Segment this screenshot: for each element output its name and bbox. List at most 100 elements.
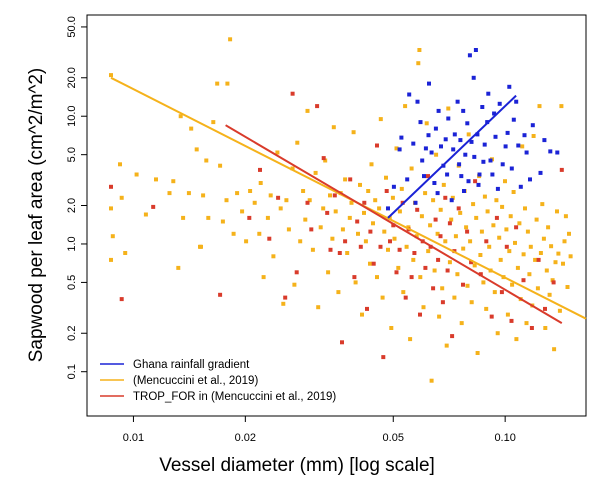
- data-point-mencuccini-et-al-2019: [449, 217, 454, 222]
- data-point-mencuccini-et-al-2019: [553, 260, 558, 265]
- data-point-trop-for-in-mencuccini-et-al-2019: [343, 239, 348, 244]
- data-point-ghana-rainfall-gradient: [436, 108, 441, 113]
- y-tick-label: 0.1: [66, 364, 78, 379]
- data-point-mencuccini-et-al-2019: [546, 225, 551, 230]
- data-point-mencuccini-et-al-2019: [428, 223, 433, 228]
- data-point-ghana-rainfall-gradient: [451, 147, 456, 152]
- data-point-mencuccini-et-al-2019: [298, 239, 303, 244]
- data-point-mencuccini-et-al-2019: [431, 198, 436, 203]
- data-point-mencuccini-et-al-2019: [466, 132, 471, 137]
- data-point-mencuccini-et-al-2019: [343, 177, 348, 182]
- data-point-trop-for-in-mencuccini-et-al-2019: [436, 257, 441, 262]
- data-point-mencuccini-et-al-2019: [204, 158, 209, 163]
- data-point-mencuccini-et-al-2019: [534, 217, 539, 222]
- data-point-mencuccini-et-al-2019: [215, 81, 220, 86]
- data-point-mencuccini-et-al-2019: [110, 234, 115, 239]
- data-point-trop-for-in-mencuccini-et-al-2019: [443, 195, 448, 200]
- data-point-mencuccini-et-al-2019: [484, 306, 489, 311]
- data-point-trop-for-in-mencuccini-et-al-2019: [352, 275, 357, 280]
- data-point-trop-for-in-mencuccini-et-al-2019: [267, 236, 272, 241]
- data-point-mencuccini-et-al-2019: [408, 337, 413, 342]
- data-point-mencuccini-et-al-2019: [535, 286, 540, 291]
- data-point-ghana-rainfall-gradient: [476, 182, 481, 187]
- data-point-ghana-rainfall-gradient: [472, 154, 477, 159]
- data-point-ghana-rainfall-gradient: [432, 181, 437, 185]
- data-point-mencuccini-et-al-2019: [421, 305, 426, 310]
- data-point-ghana-rainfall-gradient: [457, 162, 462, 167]
- data-point-trop-for-in-mencuccini-et-al-2019: [358, 244, 363, 249]
- data-point-ghana-rainfall-gradient: [405, 177, 410, 182]
- data-point-trop-for-in-mencuccini-et-al-2019: [403, 295, 408, 300]
- data-point-ghana-rainfall-gradient: [433, 126, 438, 131]
- data-point-mencuccini-et-al-2019: [397, 209, 402, 214]
- data-point-trop-for-in-mencuccini-et-al-2019: [494, 215, 499, 220]
- data-point-mencuccini-et-al-2019: [390, 195, 395, 200]
- data-point-trop-for-in-mencuccini-et-al-2019: [418, 312, 422, 317]
- data-point-mencuccini-et-al-2019: [567, 231, 571, 236]
- data-point-trop-for-in-mencuccini-et-al-2019: [469, 260, 474, 265]
- data-point-ghana-rainfall-gradient: [469, 139, 474, 144]
- data-point-mencuccini-et-al-2019: [186, 191, 191, 196]
- data-point-trop-for-in-mencuccini-et-al-2019: [328, 247, 333, 252]
- data-point-mencuccini-et-al-2019: [384, 175, 388, 180]
- data-point-mencuccini-et-al-2019: [244, 239, 249, 244]
- data-point-mencuccini-et-al-2019: [549, 244, 554, 249]
- data-point-ghana-rainfall-gradient: [516, 143, 521, 148]
- data-point-ghana-rainfall-gradient: [492, 111, 497, 116]
- data-point-mencuccini-et-al-2019: [369, 162, 374, 167]
- data-point-mencuccini-et-al-2019: [378, 117, 383, 122]
- data-point-mencuccini-et-al-2019: [318, 225, 323, 230]
- data-point-ghana-rainfall-gradient: [511, 117, 516, 122]
- data-point-mencuccini-et-al-2019: [143, 212, 148, 217]
- data-point-mencuccini-et-al-2019: [328, 193, 332, 198]
- y-axis-title: Sapwood per leaf area (cm^2/m^2): [26, 68, 47, 363]
- data-point-mencuccini-et-al-2019: [479, 229, 484, 234]
- data-point-ghana-rainfall-gradient: [445, 172, 450, 177]
- data-point-ghana-rainfall-gradient: [507, 84, 512, 89]
- data-point-mencuccini-et-al-2019: [118, 162, 122, 167]
- data-point-trop-for-in-mencuccini-et-al-2019: [276, 195, 281, 200]
- data-point-ghana-rainfall-gradient: [413, 200, 418, 205]
- data-point-mencuccini-et-al-2019: [134, 172, 139, 177]
- data-point-trop-for-in-mencuccini-et-al-2019: [415, 207, 420, 212]
- data-point-trop-for-in-mencuccini-et-al-2019: [247, 215, 252, 220]
- data-point-mencuccini-et-al-2019: [119, 195, 124, 200]
- data-point-mencuccini-et-al-2019: [301, 189, 306, 193]
- data-point-mencuccini-et-al-2019: [510, 282, 515, 287]
- data-point-mencuccini-et-al-2019: [491, 223, 496, 228]
- data-point-mencuccini-et-al-2019: [265, 215, 270, 220]
- data-point-ghana-rainfall-gradient: [481, 159, 486, 164]
- x-tick-label: 0.01: [123, 432, 144, 444]
- data-point-mencuccini-et-al-2019: [520, 144, 525, 149]
- data-point-ghana-rainfall-gradient: [555, 150, 560, 155]
- data-point-mencuccini-et-al-2019: [524, 321, 529, 326]
- data-point-mencuccini-et-al-2019: [330, 236, 335, 241]
- data-point-mencuccini-et-al-2019: [109, 73, 113, 78]
- data-point-mencuccini-et-al-2019: [495, 331, 500, 336]
- data-point-mencuccini-et-al-2019: [316, 305, 321, 310]
- data-point-trop-for-in-mencuccini-et-al-2019: [543, 306, 547, 311]
- data-point-trop-for-in-mencuccini-et-al-2019: [461, 282, 465, 287]
- y-tick-label: 2.0: [66, 198, 78, 213]
- data-point-ghana-rainfall-gradient: [427, 81, 431, 86]
- data-point-ghana-rainfall-gradient: [548, 149, 553, 154]
- data-point-mencuccini-et-al-2019: [257, 231, 262, 236]
- data-point-mencuccini-et-al-2019: [331, 125, 336, 130]
- y-tick-label: 5.0: [66, 147, 78, 162]
- data-point-mencuccini-et-al-2019: [557, 308, 562, 313]
- data-point-trop-for-in-mencuccini-et-al-2019: [456, 206, 461, 211]
- data-point-trop-for-in-mencuccini-et-al-2019: [371, 261, 376, 266]
- data-point-mencuccini-et-al-2019: [181, 215, 186, 220]
- data-point-ghana-rainfall-gradient: [486, 91, 491, 96]
- legend-label: TROP_FOR in (Mencuccini et al., 2019): [133, 391, 336, 403]
- data-point-mencuccini-et-al-2019: [371, 221, 375, 226]
- data-point-trop-for-in-mencuccini-et-al-2019: [509, 318, 514, 323]
- data-point-ghana-rainfall-gradient: [480, 105, 485, 109]
- data-point-mencuccini-et-al-2019: [438, 207, 443, 212]
- data-point-trop-for-in-mencuccini-et-al-2019: [384, 189, 389, 193]
- data-point-mencuccini-et-al-2019: [351, 130, 356, 135]
- x-tick-label: 0.10: [494, 432, 515, 444]
- data-point-ghana-rainfall-gradient: [399, 135, 404, 140]
- data-point-mencuccini-et-al-2019: [468, 239, 473, 244]
- data-point-mencuccini-et-al-2019: [423, 191, 428, 196]
